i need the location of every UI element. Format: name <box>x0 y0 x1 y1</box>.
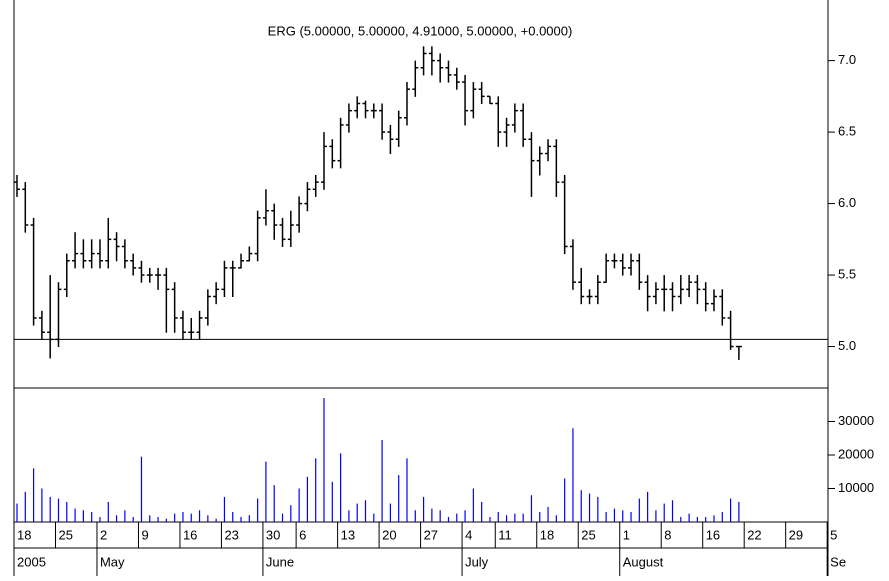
x-tick-label: 16 <box>183 527 197 542</box>
y2-tick-label: 20000 <box>838 446 874 461</box>
x-tick-label: 1 <box>623 527 630 542</box>
x-tick-label: 5 <box>830 527 837 542</box>
month-label: Se <box>830 554 846 569</box>
x-tick-label: 18 <box>17 527 31 542</box>
x-tick-label: 13 <box>341 527 355 542</box>
x-tick-label: 4 <box>465 527 472 542</box>
x-tick-label: 18 <box>540 527 554 542</box>
y-tick-label: 5.5 <box>838 266 856 281</box>
y2-tick-label: 30000 <box>838 413 874 428</box>
x-tick-label: 22 <box>747 527 761 542</box>
x-tick-label: 27 <box>424 527 438 542</box>
x-tick-label: 9 <box>141 527 148 542</box>
x-tick-label: 20 <box>382 527 396 542</box>
x-tick-label: 8 <box>664 527 671 542</box>
y2-tick-label: 10000 <box>838 480 874 495</box>
chart-title: ERG (5.00000, 5.00000, 4.91000, 5.00000,… <box>268 23 573 38</box>
x-tick-label: 30 <box>266 527 280 542</box>
x-tick-label: 2 <box>100 527 107 542</box>
x-tick-label: 11 <box>498 527 512 542</box>
y-tick-label: 6.0 <box>838 195 856 210</box>
month-label: 2005 <box>17 554 46 569</box>
x-tick-label: 29 <box>789 527 803 542</box>
month-label: June <box>266 554 294 569</box>
y-tick-label: 7.0 <box>838 52 856 67</box>
y-tick-label: 5.0 <box>838 338 856 353</box>
x-tick-label: 16 <box>706 527 720 542</box>
x-tick-label: 25 <box>58 527 72 542</box>
month-label: May <box>100 554 125 569</box>
x-tick-label: 23 <box>224 527 238 542</box>
month-label: August <box>623 554 664 569</box>
x-tick-label: 6 <box>299 527 306 542</box>
y-tick-label: 6.5 <box>838 124 856 139</box>
x-tick-label: 25 <box>581 527 595 542</box>
month-label: July <box>465 554 489 569</box>
